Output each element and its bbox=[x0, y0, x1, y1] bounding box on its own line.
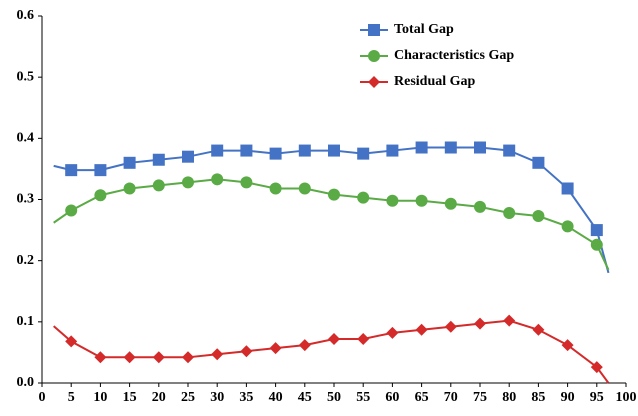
marker bbox=[386, 144, 399, 157]
marker bbox=[444, 141, 457, 154]
marker bbox=[269, 147, 282, 160]
marker bbox=[503, 314, 516, 327]
marker bbox=[298, 339, 311, 352]
x-tick-label: 35 bbox=[239, 390, 253, 405]
marker bbox=[590, 361, 603, 374]
legend-label: Characteristics Gap bbox=[394, 48, 514, 63]
marker bbox=[152, 153, 165, 166]
x-tick-label: 85 bbox=[531, 390, 545, 405]
x-tick-label: 25 bbox=[181, 390, 195, 405]
x-tick-label: 55 bbox=[356, 390, 370, 405]
marker bbox=[123, 351, 136, 364]
marker bbox=[503, 206, 516, 219]
marker bbox=[211, 144, 224, 157]
marker bbox=[298, 182, 311, 195]
marker bbox=[357, 332, 370, 345]
x-tick-label: 65 bbox=[415, 390, 429, 405]
x-tick-label: 10 bbox=[93, 390, 107, 405]
marker bbox=[386, 326, 399, 339]
marker bbox=[152, 351, 165, 364]
marker bbox=[474, 317, 486, 330]
marker bbox=[368, 76, 380, 88]
x-tick-label: 5 bbox=[68, 390, 75, 405]
series-line bbox=[53, 319, 610, 384]
marker bbox=[182, 150, 194, 163]
marker bbox=[328, 188, 340, 201]
x-tick-label: 30 bbox=[210, 390, 224, 405]
marker bbox=[474, 141, 486, 154]
marker bbox=[368, 24, 380, 36]
marker bbox=[269, 182, 282, 195]
marker bbox=[532, 323, 545, 336]
x-tick-label: 60 bbox=[385, 390, 399, 405]
marker bbox=[240, 345, 253, 358]
x-tick-label: 40 bbox=[269, 390, 283, 405]
marker bbox=[590, 224, 603, 237]
marker bbox=[240, 144, 253, 157]
marker bbox=[94, 164, 107, 177]
marker bbox=[182, 351, 194, 364]
marker bbox=[444, 197, 457, 210]
marker bbox=[415, 323, 428, 336]
marker bbox=[94, 351, 107, 364]
marker bbox=[532, 210, 545, 223]
y-tick-label: 0.6 bbox=[17, 8, 35, 23]
marker bbox=[444, 320, 457, 333]
marker bbox=[561, 182, 574, 195]
legend-label: Residual Gap bbox=[394, 74, 476, 89]
x-tick-label: 15 bbox=[123, 390, 137, 405]
y-tick-label: 0.4 bbox=[17, 131, 35, 146]
y-tick-label: 0.5 bbox=[17, 69, 35, 84]
marker bbox=[123, 182, 136, 195]
legend-label: Total Gap bbox=[394, 22, 454, 37]
series-line bbox=[53, 146, 610, 274]
x-tick-label: 50 bbox=[327, 390, 341, 405]
y-tick-label: 0.1 bbox=[17, 314, 35, 329]
marker bbox=[368, 50, 380, 62]
marker bbox=[357, 191, 370, 204]
marker bbox=[240, 176, 253, 189]
marker bbox=[561, 220, 574, 233]
marker bbox=[503, 144, 516, 157]
x-tick-label: 75 bbox=[473, 390, 487, 405]
marker bbox=[269, 342, 282, 355]
x-tick-label: 95 bbox=[590, 390, 604, 405]
marker bbox=[65, 164, 78, 177]
marker bbox=[532, 156, 545, 169]
x-tick-label: 0 bbox=[39, 390, 46, 405]
y-tick-label: 0.0 bbox=[17, 375, 35, 390]
x-tick-label: 20 bbox=[152, 390, 166, 405]
marker bbox=[65, 204, 78, 217]
y-tick-label: 0.3 bbox=[17, 192, 35, 207]
x-tick-label: 45 bbox=[298, 390, 312, 405]
marker bbox=[328, 144, 340, 157]
marker bbox=[298, 144, 311, 157]
x-tick-label: 80 bbox=[502, 390, 516, 405]
marker bbox=[123, 156, 136, 169]
x-tick-label: 100 bbox=[616, 390, 637, 405]
x-tick-label: 70 bbox=[444, 390, 458, 405]
marker bbox=[211, 173, 224, 186]
marker bbox=[415, 194, 428, 207]
marker bbox=[415, 141, 428, 154]
marker bbox=[211, 348, 224, 361]
marker bbox=[65, 335, 78, 348]
y-tick-label: 0.2 bbox=[17, 253, 35, 268]
marker bbox=[328, 332, 340, 345]
marker bbox=[386, 194, 399, 207]
marker bbox=[94, 189, 107, 202]
marker bbox=[474, 200, 486, 213]
marker bbox=[357, 147, 370, 160]
marker bbox=[182, 176, 194, 189]
marker bbox=[590, 238, 603, 251]
marker bbox=[561, 339, 574, 352]
marker bbox=[152, 179, 165, 192]
x-tick-label: 90 bbox=[561, 390, 575, 405]
